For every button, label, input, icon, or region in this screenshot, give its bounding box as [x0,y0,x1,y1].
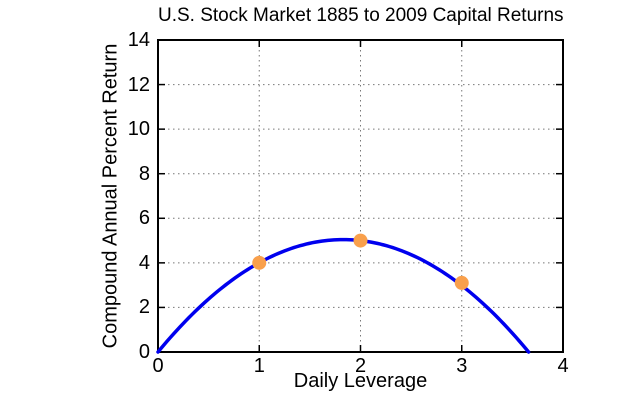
x-tick-label-3: 3 [456,355,468,377]
y-tick-label-4: 4 [138,251,150,274]
chart-title: U.S. Stock Market 1885 to 2009 Capital R… [158,5,564,26]
data-point-3x [454,275,469,290]
y-tick-label-0: 0 [138,341,150,363]
x-tick-label-1: 1 [253,355,265,377]
compound-return-curve [156,237,531,354]
data-point-1x [252,255,267,270]
y-tick-label-10: 10 [127,118,150,141]
y-tick-label-8: 8 [138,162,150,185]
data-point-2x [353,233,368,248]
x-tick-label-4: 4 [557,355,569,377]
y-tick-label-14: 14 [127,29,150,51]
y-tick-label-12: 12 [127,73,150,96]
y-tick-label-6: 6 [138,207,150,230]
x-tick-label-0: 0 [152,355,164,377]
y-tick-label-2: 2 [138,296,150,319]
x-axis-label: Daily Leverage [293,370,428,392]
x-tick-label-2: 2 [354,355,367,377]
